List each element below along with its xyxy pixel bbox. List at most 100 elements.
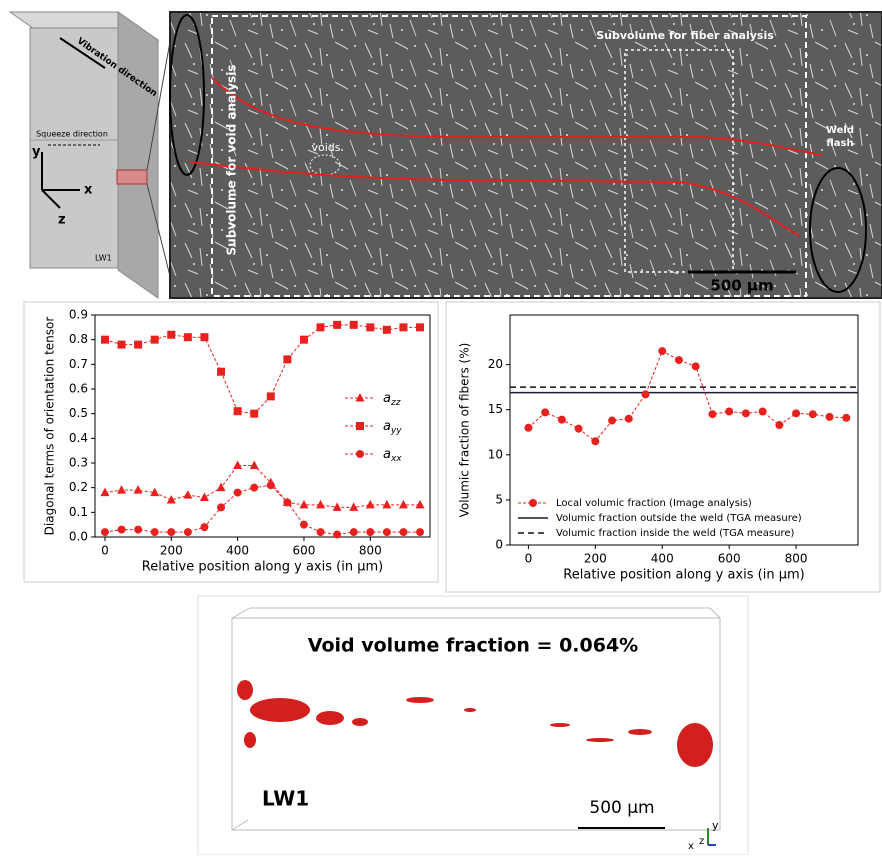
marker [708,410,716,418]
legend-label: axx [383,447,402,464]
marker [118,341,126,349]
marker [217,368,225,376]
marker [151,528,159,536]
marker [317,528,325,536]
axis-letter: y [32,145,41,160]
marker [200,333,208,341]
legend-marker [356,422,364,430]
y-tick-label: 15 [488,402,503,416]
axis-letter: y [712,819,719,832]
x-tick-label: 400 [651,552,674,566]
marker [250,460,259,469]
x-tick-label: 800 [785,552,808,566]
axis-letter: x [688,841,694,852]
x-tick-label: 0 [525,552,533,566]
marker [366,323,374,331]
voids-label: voids [311,141,340,154]
y-tick-label: 5 [495,492,503,506]
marker [118,526,126,534]
marker [300,336,308,344]
marker [608,417,616,425]
marker [167,331,175,339]
marker [382,500,391,509]
legend-marker [356,393,365,402]
axis-letter: x [84,183,93,198]
subvolume-label: Subvolume for void analysis [225,65,239,256]
marker [300,521,308,529]
marker [283,355,291,363]
micrograph: Subvolume for void analysis Subvolume fo… [170,12,882,298]
marker [151,336,159,344]
marker [416,528,424,536]
marker [183,490,192,499]
marker [167,528,175,536]
schematic-label: Squeeze direction [36,130,108,139]
y-tick-label: 0.7 [69,357,88,371]
marker [316,500,325,509]
marker [575,425,583,433]
y-tick-label: 0.2 [69,480,88,494]
y-tick-label: 20 [488,357,503,371]
marker [842,414,850,422]
marker [591,437,599,445]
marker [692,362,700,370]
y-tick-label: 0.8 [69,332,88,346]
marker [541,408,549,416]
series-line [105,465,420,507]
marker [792,409,800,417]
marker [200,523,208,531]
x-tick-label: 0 [101,544,109,558]
marker [134,341,142,349]
y-tick-label: 0.0 [69,530,88,544]
marker [350,528,358,536]
marker [366,500,375,509]
axis-letter: z [699,836,704,847]
legend-label: azz [383,391,401,408]
schematic-label: LW1 [95,254,112,263]
y-tick-label: 0.9 [69,308,88,322]
y-tick-label: 0 [495,538,503,552]
marker [267,392,275,400]
marker [383,326,391,334]
legend-label: Volumic fraction outside the weld (TGA m… [556,513,802,524]
marker [383,528,391,536]
marker [184,528,192,536]
figure: Vibration direction Squeeze direction y … [0,0,882,855]
marker [250,410,258,418]
marker [675,356,683,364]
marker [250,484,258,492]
marker [117,485,126,494]
axis-letter: z [58,213,66,228]
marker [416,323,424,331]
x-axis-label: Relative position along y axis (in μm) [563,568,804,583]
void-title: Void volume fraction = 0.064% [308,635,638,657]
x-tick-label: 200 [160,544,183,558]
marker [134,485,143,494]
x-tick-label: 200 [584,552,607,566]
sample-label: LW1 [262,787,309,811]
plot-frame [95,315,430,537]
void-panel: Void volume fraction = 0.064% LW1 500 µm… [198,596,748,855]
legend-label: ayy [383,419,402,436]
y-tick-label: 10 [488,447,503,461]
marker [299,500,308,509]
marker [558,416,566,424]
marker [399,528,407,536]
x-tick-label: 800 [359,544,382,558]
marker [642,390,650,398]
marker [826,413,834,421]
y-tick-label: 0.4 [69,431,88,445]
scale-label: 500 µm [710,277,773,295]
marker [524,424,532,432]
marker [399,500,408,509]
marker [200,493,209,502]
marker [775,421,783,429]
y-tick-label: 0.3 [69,456,88,470]
marker [234,489,242,497]
marker [100,488,109,497]
marker [234,407,242,415]
plot-frame [510,315,858,545]
x-tick-label: 400 [226,544,249,558]
schematic: Vibration direction Squeeze direction y … [10,12,175,298]
legend-label: Volumic fraction inside the weld (TGA me… [556,528,794,539]
